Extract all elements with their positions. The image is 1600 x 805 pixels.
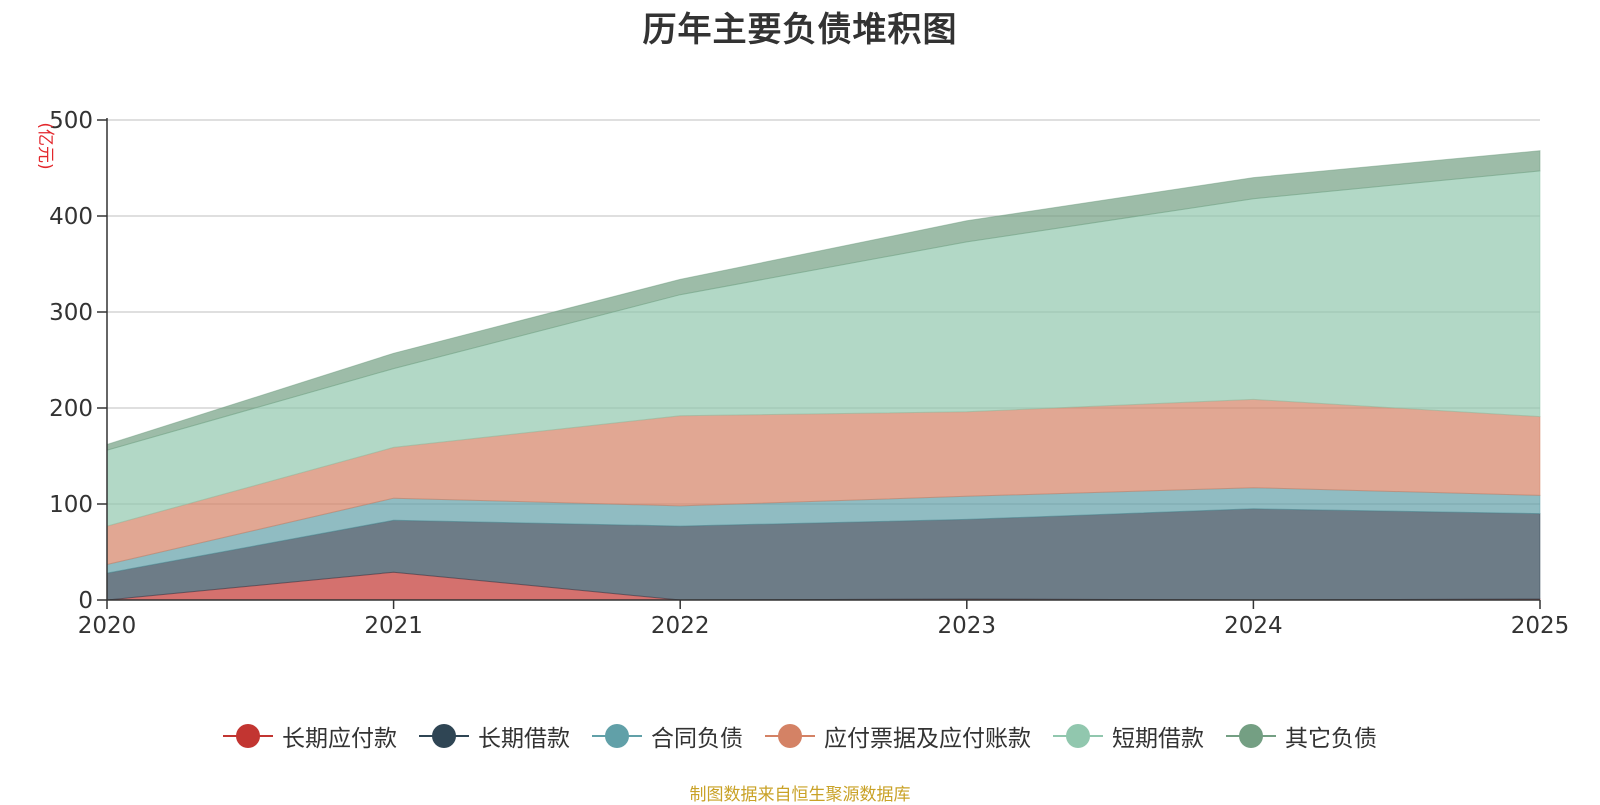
- y-tick-label: 300: [49, 300, 93, 326]
- legend-label: 合同负债: [651, 726, 743, 752]
- legend-label: 短期借款: [1112, 726, 1204, 752]
- legend-item[interactable]: 合同负债: [592, 719, 743, 753]
- y-tick-label: 100: [49, 492, 93, 518]
- x-tick-label: 2025: [1511, 613, 1570, 639]
- legend-label: 长期应付款: [282, 726, 397, 752]
- legend-item[interactable]: 其它负债: [1226, 719, 1377, 753]
- series-areas: [106, 150, 1541, 601]
- x-tick-label: 2023: [938, 613, 997, 639]
- legend-label: 长期借款: [478, 726, 570, 752]
- x-tick-label: 2020: [78, 613, 137, 639]
- legend-marker-icon: [1226, 724, 1276, 748]
- y-axis-unit-label: (亿元): [35, 122, 55, 169]
- legend-item[interactable]: 应付票据及应付账款: [765, 719, 1031, 753]
- legend-marker-icon: [223, 724, 273, 748]
- source-footnote: 制图数据来自恒生聚源数据库: [689, 785, 911, 805]
- legend-item[interactable]: 短期借款: [1053, 719, 1204, 753]
- x-tick-label: 2024: [1224, 613, 1283, 639]
- chart-title: 历年主要负债堆积图: [642, 10, 958, 50]
- axes: 0 100 200 300 400 500 2020 2021 2022 2023 2024 2025: [49, 108, 1569, 639]
- x-tick-label: 2022: [651, 613, 710, 639]
- legend-item[interactable]: 长期应付款: [223, 719, 397, 753]
- legend-marker-icon: [419, 724, 469, 748]
- legend-label: 应付票据及应付账款: [824, 726, 1031, 752]
- y-tick-label: 0: [78, 588, 93, 614]
- y-tick-label: 400: [49, 204, 93, 230]
- y-tick-label: 200: [49, 396, 93, 422]
- legend-marker-icon: [1053, 724, 1103, 748]
- x-tick-label: 2021: [364, 613, 423, 639]
- y-tick-label: 500: [49, 108, 93, 134]
- legend-marker-icon: [765, 724, 815, 748]
- legend-marker-icon: [592, 724, 642, 748]
- legend: 长期应付款 长期借款 合同负债 应付票据及应付账款 短期借款 其它负债: [0, 719, 1600, 753]
- area-series: [106, 150, 1541, 451]
- legend-label: 其它负债: [1285, 726, 1377, 752]
- legend-item[interactable]: 长期借款: [419, 719, 570, 753]
